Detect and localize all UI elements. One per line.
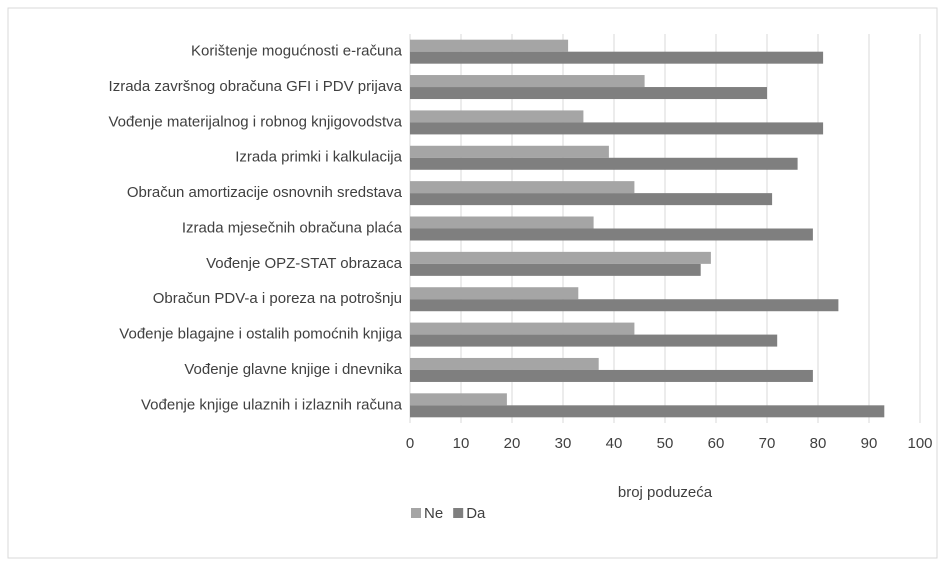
x-tick-label: 10	[453, 435, 470, 452]
bar	[410, 193, 773, 206]
y-tick-label: Vođenje knjige ulaznih i izlaznih računa	[141, 396, 403, 413]
bar	[410, 357, 599, 370]
x-tick-label: 100	[907, 435, 932, 452]
y-tick-label: Obračun amortizacije osnovnih sredstava	[127, 184, 403, 201]
y-tick-label: Korištenje mogućnosti e-računa	[191, 43, 403, 60]
bar	[410, 322, 635, 335]
legend-swatch	[411, 508, 421, 518]
legend-swatch	[453, 508, 464, 518]
x-tick-label: 80	[810, 435, 827, 452]
bar	[410, 39, 569, 52]
x-tick-label: 50	[657, 435, 674, 452]
chart-border	[7, 7, 938, 559]
bar	[410, 263, 701, 276]
bar	[410, 145, 609, 158]
y-tick-label: Izrada primki i kalkulacija	[235, 149, 402, 166]
bar	[410, 75, 645, 88]
bar	[410, 181, 635, 194]
legend-label: Ne	[424, 505, 443, 522]
bar	[410, 393, 507, 406]
bar	[410, 157, 798, 170]
bar	[410, 216, 594, 229]
y-tick-label: Vođenje materijalnog i robnog knjigovods…	[108, 113, 402, 130]
bar	[410, 405, 885, 418]
x-tick-label: 0	[406, 435, 414, 452]
bar	[410, 287, 579, 300]
x-tick-label: 70	[759, 435, 776, 452]
bar	[410, 228, 813, 241]
bar	[410, 369, 813, 382]
x-tick-label: 60	[708, 435, 725, 452]
x-tick-label: 30	[555, 435, 572, 452]
bar	[410, 251, 711, 264]
y-tick-label: Vođenje OPZ-STAT obrazaca	[206, 255, 403, 272]
x-tick-label: 90	[861, 435, 878, 452]
x-tick-label: 20	[504, 435, 521, 452]
y-tick-label: Vođenje blagajne i ostalih pomoćnih knji…	[119, 326, 402, 343]
bar	[410, 334, 778, 347]
y-tick-label: Vođenje glavne knjige i dnevnika	[184, 361, 402, 378]
y-tick-label: Izrada mjesečnih obračuna plaća	[182, 219, 403, 236]
bar	[410, 299, 839, 312]
y-tick-label: Izrada završnog obračuna GFI i PDV prija…	[109, 78, 403, 95]
bar	[410, 51, 824, 64]
bar	[410, 110, 584, 123]
bar	[410, 122, 824, 135]
x-axis-title: broj poduzeća	[618, 484, 713, 501]
x-tick-label: 40	[606, 435, 623, 452]
y-tick-label: Obračun PDV-a i poreza na potrošnju	[153, 290, 402, 307]
bar	[410, 87, 767, 100]
legend-label: Da	[466, 505, 486, 522]
